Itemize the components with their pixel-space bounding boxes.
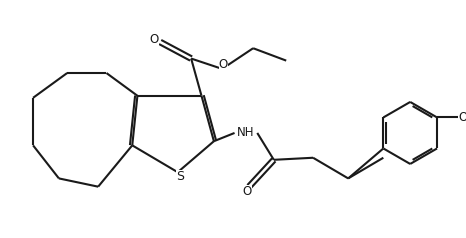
Text: S: S: [176, 170, 184, 183]
Text: O: O: [149, 34, 158, 46]
Text: O: O: [458, 111, 466, 124]
Text: O: O: [242, 185, 252, 198]
Text: O: O: [219, 58, 228, 71]
Text: NH: NH: [237, 126, 254, 139]
